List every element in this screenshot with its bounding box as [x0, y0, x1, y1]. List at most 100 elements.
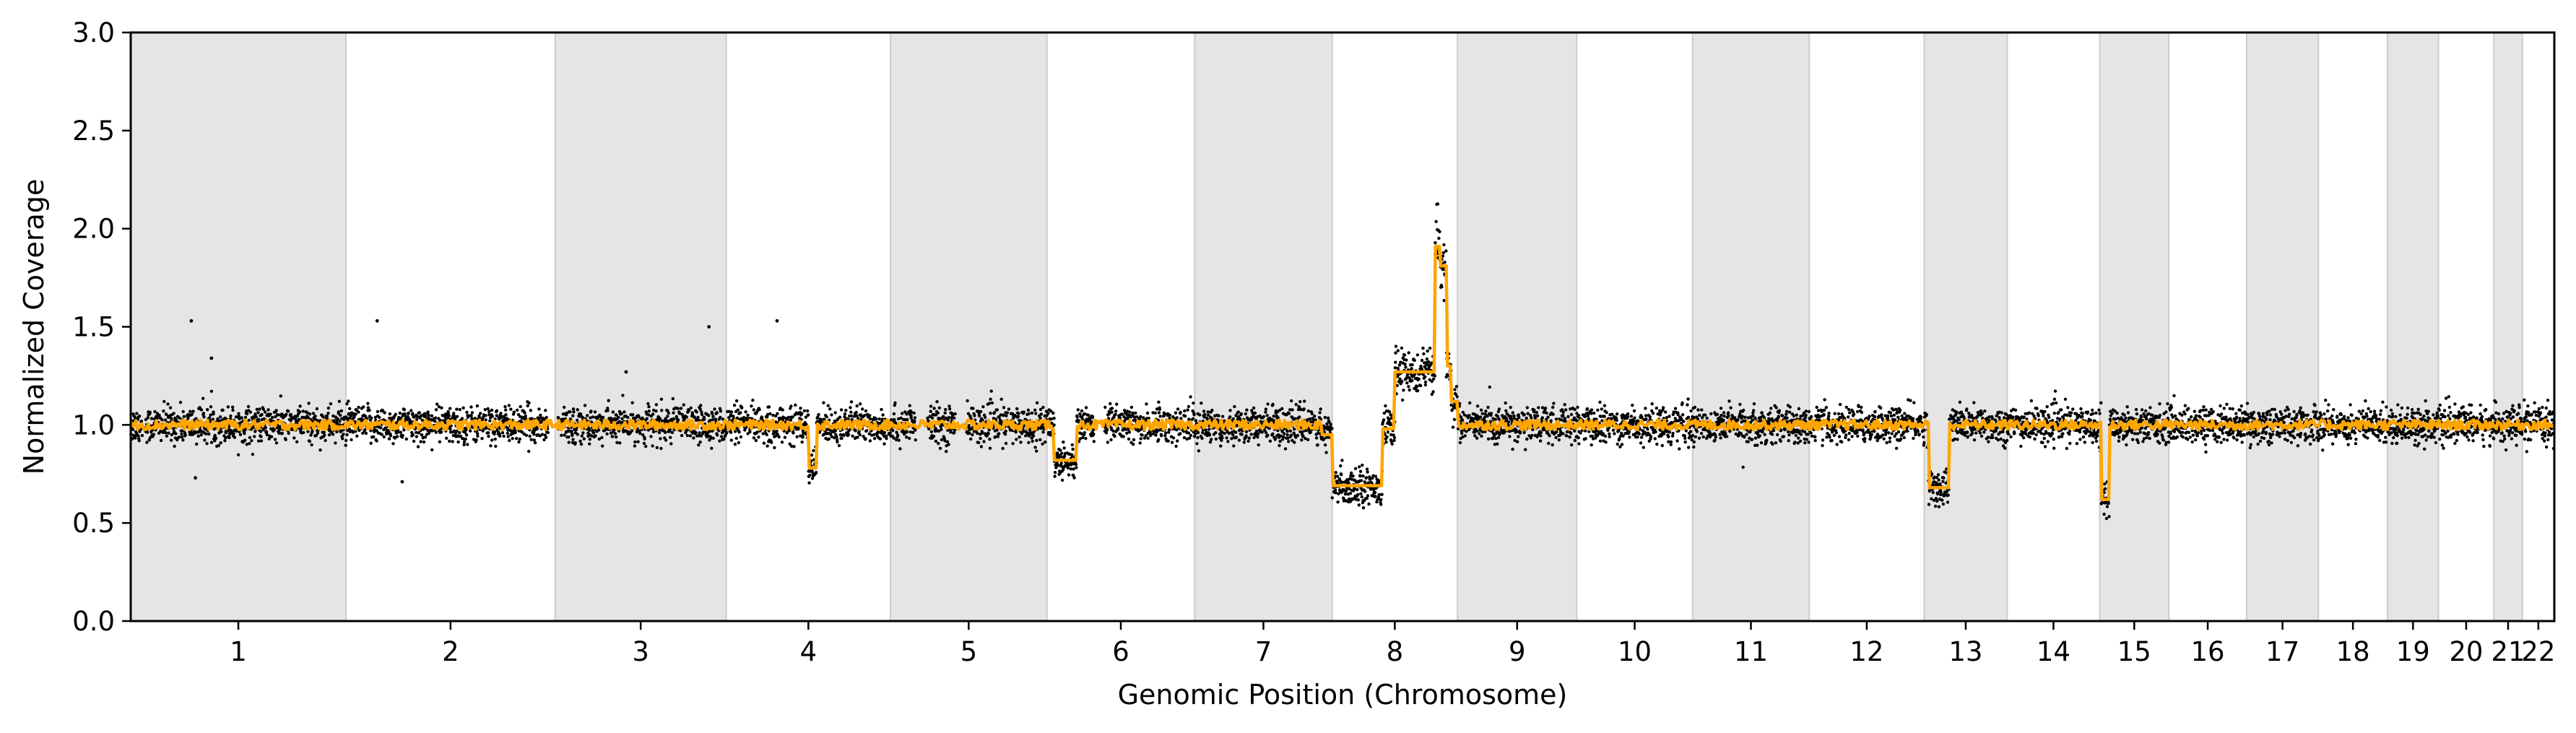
coverage-point — [734, 399, 739, 403]
coverage-point — [326, 412, 330, 415]
coverage-point — [989, 412, 992, 415]
coverage-point — [979, 445, 984, 448]
coverage-point — [287, 409, 290, 413]
coverage-point — [251, 452, 255, 456]
coverage-point — [947, 443, 950, 446]
coverage-point — [248, 442, 251, 446]
coverage-point — [1019, 441, 1023, 444]
coverage-point — [166, 402, 170, 406]
coverage-point — [1648, 415, 1652, 419]
coverage-point — [204, 432, 208, 435]
coverage-point — [908, 436, 911, 441]
coverage-point — [1303, 399, 1306, 403]
coverage-point — [582, 437, 586, 441]
coverage-point — [1546, 415, 1550, 419]
coverage-point — [1175, 428, 1179, 432]
coverage-point — [1084, 406, 1088, 409]
coverage-point — [872, 437, 877, 441]
coverage-point — [770, 441, 773, 444]
coverage-point — [201, 412, 206, 415]
coverage-point — [162, 409, 165, 413]
coverage-point — [580, 434, 584, 438]
coverage-point — [136, 434, 140, 438]
coverage-point — [407, 411, 410, 415]
coverage-point — [1356, 493, 1360, 497]
coverage-point — [1039, 412, 1044, 416]
coverage-point — [261, 407, 265, 411]
coverage-point — [836, 440, 839, 444]
coverage-point — [350, 438, 353, 442]
coverage-point — [932, 407, 936, 410]
coverage-point — [1590, 408, 1594, 412]
coverage-point — [489, 444, 493, 448]
coverage-point — [544, 409, 547, 412]
coverage-point — [1423, 383, 1428, 387]
coverage-point — [148, 435, 152, 440]
coverage-point — [1620, 443, 1624, 446]
coverage-point — [354, 430, 357, 433]
coverage-point — [264, 426, 268, 430]
coverage-point — [1026, 408, 1031, 412]
coverage-point — [646, 402, 650, 406]
scatter-series — [129, 202, 2556, 521]
coverage-point — [255, 407, 259, 411]
coverage-point — [526, 404, 529, 408]
coverage-point — [800, 412, 804, 415]
coverage-point — [430, 414, 434, 417]
coverage-point — [427, 413, 430, 417]
coverage-point — [685, 415, 688, 419]
coverage-point — [1084, 436, 1088, 441]
coverage-point — [755, 430, 759, 434]
coverage-point — [800, 441, 804, 444]
coverage-point — [1415, 353, 1420, 357]
coverage-point — [1278, 443, 1281, 448]
coverage-point — [945, 449, 948, 454]
coverage-point — [337, 410, 341, 414]
coverage-point — [719, 409, 723, 413]
coverage-point — [500, 431, 505, 435]
coverage-point — [576, 433, 579, 436]
coverage-point — [1289, 433, 1293, 437]
coverage-point — [250, 439, 253, 443]
coverage-point — [1109, 402, 1112, 406]
coverage-point — [503, 404, 507, 409]
coverage-point — [287, 431, 290, 435]
coverage-point — [1394, 344, 1398, 348]
coverage-point — [1044, 440, 1047, 444]
coverage-point — [1405, 381, 1409, 385]
coverage-point — [1183, 409, 1187, 413]
coverage-point — [1127, 437, 1131, 441]
coverage-point — [611, 410, 615, 414]
coverage-point — [1458, 441, 1462, 445]
coverage-point — [620, 417, 624, 420]
chromosome-band-1 — [131, 32, 347, 621]
coverage-point — [687, 409, 691, 412]
coverage-point — [314, 434, 318, 438]
coverage-point — [527, 449, 531, 454]
coverage-point — [274, 415, 277, 419]
coverage-point — [1300, 438, 1304, 442]
coverage-point — [854, 410, 858, 415]
coverage-point — [953, 416, 956, 420]
coverage-point — [1240, 433, 1244, 436]
coverage-point — [1070, 443, 1075, 447]
coverage-point — [339, 429, 343, 433]
coverage-point — [750, 404, 753, 408]
coverage-point — [409, 420, 412, 424]
coverage-point — [1196, 430, 1200, 435]
coverage-point — [267, 437, 271, 441]
coverage-point — [1192, 402, 1195, 405]
coverage-point — [1548, 434, 1551, 438]
coverage-point — [1425, 357, 1429, 361]
coverage-point — [483, 408, 487, 412]
coverage-point — [828, 407, 832, 411]
coverage-point — [451, 440, 454, 443]
coverage-point — [484, 414, 487, 417]
coverage-point — [280, 412, 284, 416]
coverage-point — [1236, 410, 1241, 414]
coverage-point — [307, 402, 311, 405]
coverage-point — [1475, 436, 1479, 440]
coverage-point — [1644, 417, 1648, 421]
coverage-point — [434, 408, 438, 412]
coverage-point — [1060, 451, 1064, 455]
